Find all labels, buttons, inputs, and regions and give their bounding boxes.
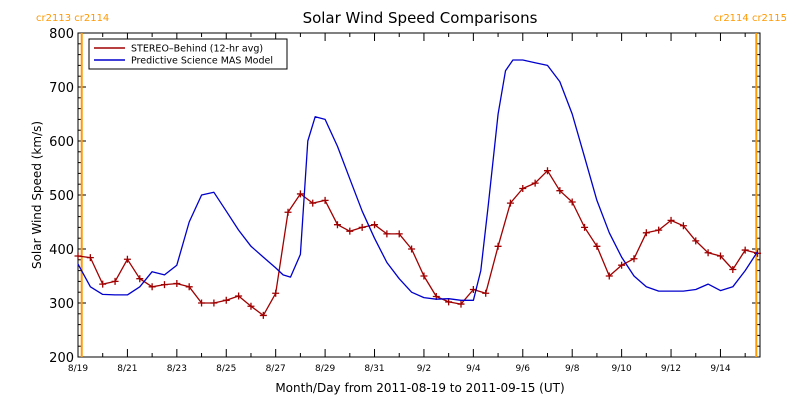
y-tick-label: 500 — [49, 189, 74, 204]
series-1-point — [173, 280, 181, 288]
series-1-point — [506, 199, 514, 207]
series-1-point — [210, 299, 218, 307]
series-1-point — [655, 226, 663, 234]
series-1-point — [605, 272, 613, 280]
series-1-point — [642, 229, 650, 237]
y-tick-label: 600 — [49, 135, 74, 150]
series-1-point — [259, 311, 267, 319]
series-1-point — [754, 249, 762, 257]
series-1-point — [494, 242, 502, 250]
series-1-point — [457, 300, 465, 308]
series-1-point — [284, 208, 292, 216]
series-1-point — [679, 222, 687, 230]
series-1-point — [86, 254, 94, 262]
series-1-point — [346, 227, 354, 235]
x-tick-label: 9/4 — [466, 364, 481, 374]
series-1-point — [704, 249, 712, 257]
series-1-point — [618, 261, 626, 269]
series-1-point — [408, 245, 416, 253]
series-1-point — [519, 185, 527, 193]
series-1-point — [395, 230, 403, 238]
rotation-marker-label: cr2114 cr2115 — [714, 13, 787, 24]
series-1-point — [445, 298, 453, 306]
series-1-point — [531, 179, 539, 187]
series-1-point — [692, 237, 700, 245]
series-1-point — [371, 221, 379, 229]
plot-frame — [77, 32, 761, 358]
y-tick-label: 200 — [49, 351, 74, 366]
series-line-2 — [77, 59, 759, 301]
series-1-point — [420, 272, 428, 280]
x-tick-label: 8/31 — [364, 364, 384, 374]
x-tick-label: 9/10 — [612, 364, 632, 374]
series-1-point — [581, 223, 589, 231]
plot-area: 200 300 400 500 600 700 800 8/19 8/21 8/23 8/25 8/2… — [36, 13, 787, 374]
series-1-point — [111, 277, 119, 285]
y-tick-label: 400 — [49, 243, 74, 258]
x-tick-label: 8/29 — [315, 364, 335, 374]
x-tick-label: 8/19 — [68, 364, 88, 374]
y-tick-label: 700 — [49, 81, 74, 96]
series-1-point — [716, 252, 724, 260]
series-1-point — [123, 255, 131, 263]
legend-label: Predictive Science MAS Model — [131, 56, 273, 67]
x-tick-label: 8/27 — [266, 364, 286, 374]
series-1-point — [333, 221, 341, 229]
legend: STEREO–Behind (12-hr avg)Predictive Scie… — [88, 38, 288, 70]
series-1-point — [185, 283, 193, 291]
series-1-point — [667, 216, 675, 224]
series-1-point — [543, 167, 551, 175]
x-tick-label: 9/12 — [661, 364, 681, 374]
series-1-point — [358, 223, 366, 231]
series-line-1 — [77, 170, 758, 317]
x-tick-label: 9/14 — [710, 364, 730, 374]
series-1-point — [630, 255, 638, 263]
series-1-point — [729, 266, 737, 274]
series-1-point — [74, 252, 82, 260]
legend-box — [88, 38, 288, 70]
series-1-point — [136, 275, 144, 283]
series-1-point — [247, 302, 255, 310]
series-1-point — [99, 280, 107, 288]
series-1-point — [235, 292, 243, 300]
series-1-point — [321, 196, 329, 204]
rotation-marker-label: cr2113 cr2114 — [36, 13, 109, 24]
series-1-point — [272, 289, 280, 297]
legend-label: STEREO–Behind (12-hr avg) — [131, 44, 263, 55]
y-tick-label: 300 — [49, 297, 74, 312]
series-1-point — [593, 242, 601, 250]
x-tick-label: 9/8 — [565, 364, 580, 374]
series-1-point — [309, 199, 317, 207]
x-tick-label: 8/21 — [117, 364, 137, 374]
series-1-point — [160, 281, 168, 289]
series-1-point — [198, 299, 206, 307]
y-axis-label: Solar Wind Speed (km/s) — [30, 121, 44, 269]
chart-title: Solar Wind Speed Comparisons — [303, 9, 538, 27]
series-1-point — [741, 246, 749, 254]
series-1-point — [556, 187, 564, 195]
x-tick-label: 8/23 — [167, 364, 187, 374]
series-1-point — [296, 190, 304, 198]
series-1-point — [148, 283, 156, 291]
x-tick-label: 9/6 — [516, 364, 531, 374]
x-tick-label: 9/2 — [417, 364, 431, 374]
series-1-point — [482, 289, 490, 297]
x-tick-label: 8/25 — [216, 364, 236, 374]
x-axis-label: Month/Day from 2011-08-19 to 2011-09-15 … — [275, 381, 564, 395]
y-tick-label: 800 — [49, 27, 74, 42]
series-1-point — [383, 230, 391, 238]
series-1-point — [222, 296, 230, 304]
series-1-point — [568, 198, 576, 206]
